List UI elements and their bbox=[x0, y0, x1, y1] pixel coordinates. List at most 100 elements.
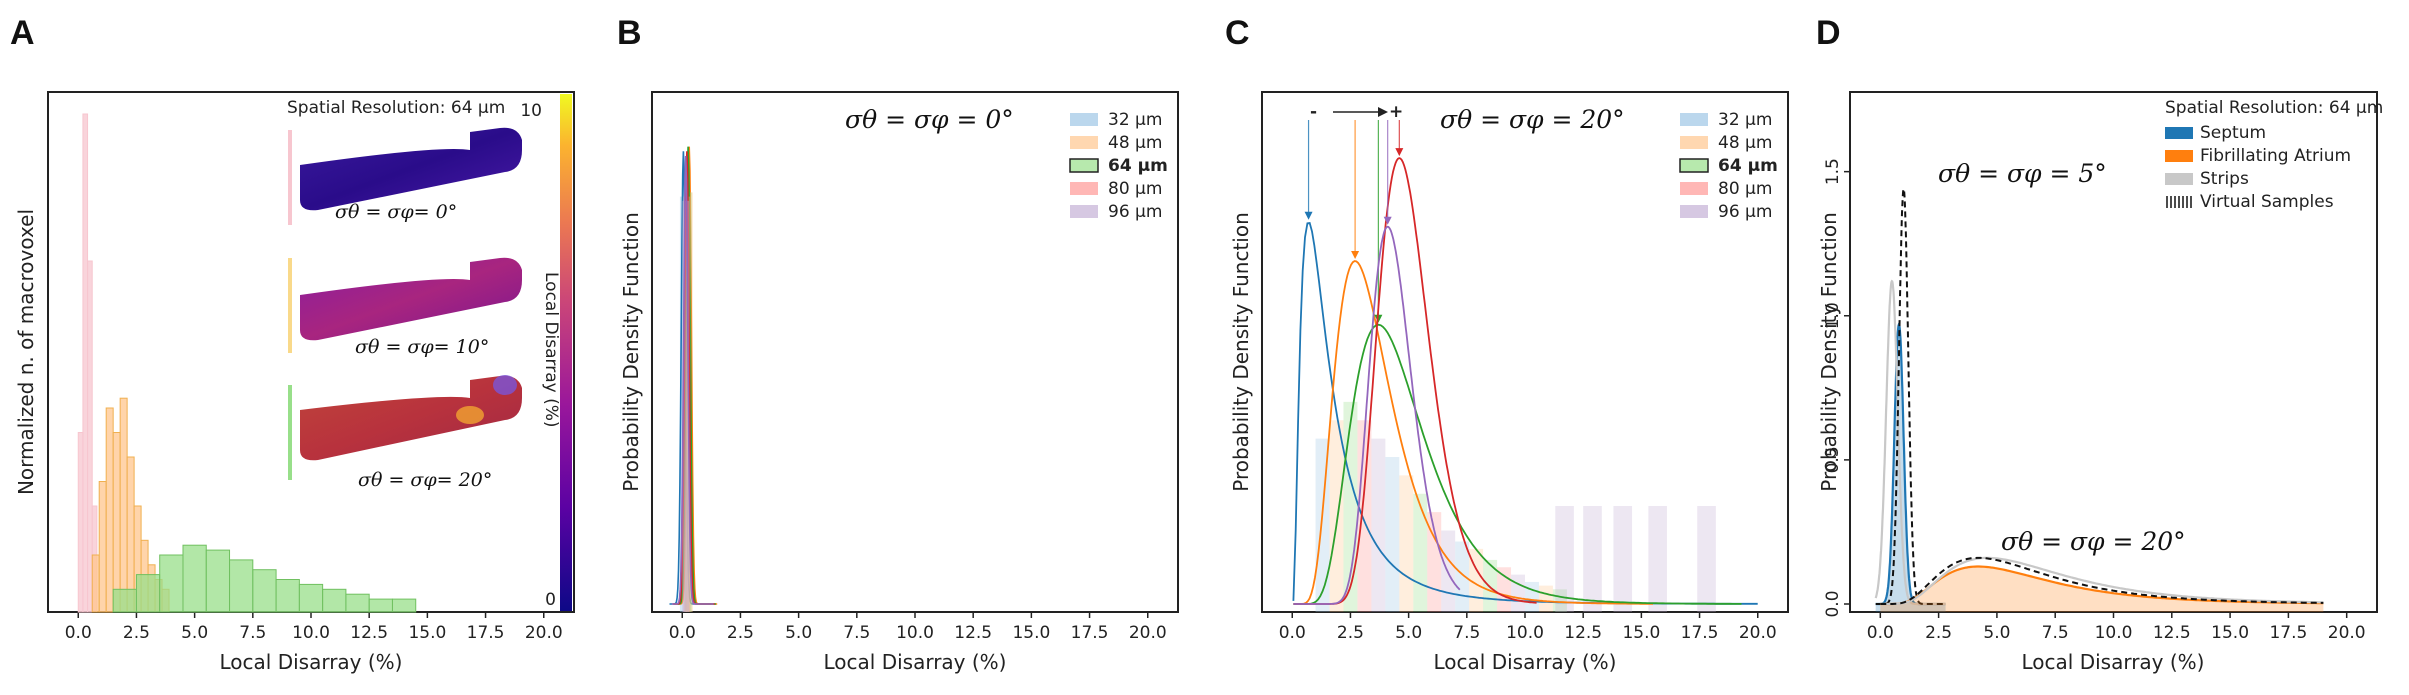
ylabel-d: Probability Density Function bbox=[1817, 212, 1841, 492]
colorbar-min: 0 bbox=[545, 590, 556, 610]
x-tick-label: 15.0 bbox=[1012, 623, 1050, 643]
legend-label: 48 μm bbox=[1108, 133, 1162, 153]
pdf-line-d-3 bbox=[1880, 565, 2324, 606]
x-tick-label: 17.5 bbox=[1071, 623, 1109, 643]
x-tick-label: 20.0 bbox=[525, 623, 563, 643]
x-tick-label: 2.5 bbox=[1337, 623, 1364, 643]
pdf-line-d-4 bbox=[1880, 556, 2324, 606]
bg-hist-bar bbox=[1552, 589, 1567, 612]
x-tick-label: 5.0 bbox=[181, 623, 208, 643]
panel-letter-d: D bbox=[1816, 14, 1841, 52]
pdf-fill-d-3 bbox=[1880, 566, 2324, 612]
spike-bar bbox=[683, 196, 691, 612]
y-tick-label: 0.5 bbox=[1823, 446, 1843, 473]
inset-title: Spatial Resolution: 64 μm bbox=[287, 98, 505, 118]
x-tick-label: 5.0 bbox=[1983, 623, 2010, 643]
x-tick-label: 20.0 bbox=[2328, 623, 2366, 643]
mode-arrow-head bbox=[1395, 148, 1404, 157]
legend-label: 32 μm bbox=[1718, 110, 1772, 130]
x-tick-label: 7.5 bbox=[239, 623, 266, 643]
x-tick-label: 2.5 bbox=[123, 623, 150, 643]
x-tick-label: 17.5 bbox=[2269, 623, 2307, 643]
x-tick-label: 5.0 bbox=[785, 623, 812, 643]
hist-bar-1 bbox=[112, 432, 121, 613]
x-tick-label: 17.5 bbox=[1681, 623, 1719, 643]
inset-3d-renderings: Spatial Resolution: 64 μm σθ = σφ= 0° σθ… bbox=[287, 98, 522, 491]
hist-bar-1 bbox=[91, 554, 100, 613]
legend-swatch bbox=[1070, 182, 1098, 195]
inset-bar-20 bbox=[288, 385, 292, 480]
x-tick-label: 12.5 bbox=[1564, 623, 1602, 643]
pdf-line-d-1 bbox=[1874, 279, 1946, 606]
title-c: σθ = σφ = 20° bbox=[1440, 105, 1625, 134]
bg-hist-bar bbox=[1497, 567, 1512, 612]
hist-bar-0 bbox=[77, 432, 84, 613]
pdf-line-d-5 bbox=[1880, 556, 2324, 605]
legend-label: 80 μm bbox=[1108, 179, 1162, 199]
xlabel-a: Local Disarray (%) bbox=[220, 650, 403, 674]
bg-hist-bar bbox=[1511, 574, 1525, 612]
pdf-fill-d-0 bbox=[1875, 324, 1946, 612]
pdf-line-4 bbox=[671, 155, 714, 605]
legend-c: 32 μm 48 μm 64 μm 80 μm 96 μm bbox=[1679, 110, 1778, 222]
x-tick-label: 7.5 bbox=[1453, 623, 1480, 643]
inset-label-0: σθ = σφ= 0° bbox=[335, 201, 457, 223]
tube-render-20 bbox=[300, 375, 522, 461]
hist-bar-0 bbox=[87, 260, 93, 613]
bg-hist-bar bbox=[1357, 420, 1372, 612]
x-tick-label: 20.0 bbox=[1129, 623, 1167, 643]
mode-arrow-head bbox=[1383, 216, 1392, 225]
legend-swatch bbox=[1680, 136, 1708, 149]
x-tick-label: 12.5 bbox=[2153, 623, 2191, 643]
x-tick-label: 17.5 bbox=[467, 623, 505, 643]
bg-hist-bar-tail bbox=[1648, 506, 1667, 612]
bg-hist-bar bbox=[1525, 581, 1539, 612]
hot-spot bbox=[456, 406, 484, 424]
hist-bar-2 bbox=[135, 574, 161, 613]
arrow-label-plus: + bbox=[1389, 102, 1403, 122]
inset-label-20: σθ = σφ= 20° bbox=[358, 469, 492, 491]
hist-bar-2 bbox=[112, 588, 137, 613]
legend-label: 96 μm bbox=[1108, 202, 1162, 222]
ylabel-a: Normalized n. of macrovoxel bbox=[14, 209, 38, 495]
hist-bar-2 bbox=[322, 588, 347, 613]
x-tick-label: 0.0 bbox=[1279, 623, 1306, 643]
legend-swatch bbox=[1069, 158, 1099, 173]
hist-bar-2 bbox=[345, 593, 370, 613]
y-tick-label: 1.0 bbox=[1823, 302, 1843, 329]
legend-label: 64 μm bbox=[1108, 156, 1168, 176]
hist-bar-1 bbox=[105, 407, 114, 613]
y-tick-label: 0.0 bbox=[1823, 590, 1843, 617]
ylabel-b: Probability Density Function bbox=[619, 212, 643, 492]
hist-bar-2 bbox=[391, 598, 417, 613]
title-b: σθ = σφ = 0° bbox=[845, 105, 1014, 134]
hist-bar-2 bbox=[229, 559, 254, 613]
legend-label: 80 μm bbox=[1718, 179, 1772, 199]
pdf-line-2 bbox=[1293, 323, 1742, 605]
panel-c-plot: 0.0 2.5 5.0 7.5 10.0 12.5 15.0 17.5 20.0 bbox=[1279, 120, 1777, 643]
hist-bar-2 bbox=[298, 583, 324, 613]
inset-bar-0 bbox=[288, 130, 292, 225]
ylabel-c: Probability Density Function bbox=[1229, 212, 1253, 492]
legend-label: 96 μm bbox=[1718, 202, 1772, 222]
x-tick-label: 20.0 bbox=[1739, 623, 1777, 643]
legend-label: 64 μm bbox=[1718, 156, 1778, 176]
cool-spot bbox=[493, 375, 517, 395]
hist-bar-1 bbox=[98, 481, 107, 613]
panel-a-plot: 0.0 2.5 5.0 7.5 10.0 12.5 15.0 17.5 20.0 bbox=[65, 113, 563, 643]
hist-bar-2 bbox=[368, 598, 393, 613]
annotation-d-20deg: σθ = σφ = 20° bbox=[2001, 527, 2186, 556]
arrow-label-minus: - bbox=[1310, 102, 1317, 122]
hist-bar-0 bbox=[82, 113, 89, 613]
legend-swatch bbox=[1680, 113, 1708, 126]
legend-label: Septum bbox=[2200, 123, 2266, 143]
x-tick-label: 0.0 bbox=[1867, 623, 1894, 643]
panel-letter-a: A bbox=[10, 14, 35, 52]
x-tick-label: 10.0 bbox=[292, 623, 330, 643]
panel-letter-b: B bbox=[617, 14, 642, 52]
spike-bar bbox=[682, 200, 690, 613]
x-tick-label: 15.0 bbox=[408, 623, 446, 643]
x-tick-label: 5.0 bbox=[1395, 623, 1422, 643]
legend-swatch bbox=[1679, 158, 1709, 173]
tube-render-10 bbox=[300, 257, 522, 341]
